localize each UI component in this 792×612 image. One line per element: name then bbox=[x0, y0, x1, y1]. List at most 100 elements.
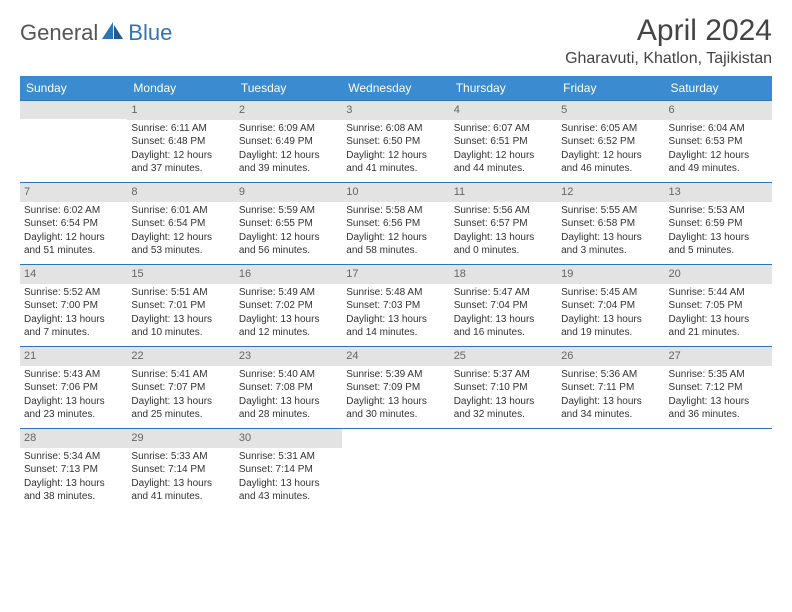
brand-part2: Blue bbox=[128, 20, 172, 46]
sunrise-text: Sunrise: 5:34 AM bbox=[24, 450, 123, 464]
weekday-header: Tuesday bbox=[235, 76, 342, 101]
daylight2-text: and 44 minutes. bbox=[454, 162, 553, 176]
day-number-band: 3 bbox=[342, 101, 449, 120]
daylight1-text: Daylight: 12 hours bbox=[24, 231, 123, 245]
day-cell: 18Sunrise: 5:47 AMSunset: 7:04 PMDayligh… bbox=[450, 265, 557, 347]
sunrise-text: Sunrise: 5:52 AM bbox=[24, 286, 123, 300]
daylight2-text: and 16 minutes. bbox=[454, 326, 553, 340]
day-cell: 20Sunrise: 5:44 AMSunset: 7:05 PMDayligh… bbox=[665, 265, 772, 347]
page-header: General Blue April 2024 Gharavuti, Khatl… bbox=[20, 14, 772, 68]
day-number-band: 13 bbox=[665, 183, 772, 202]
day-number: 16 bbox=[239, 268, 251, 280]
day-number: 13 bbox=[669, 186, 681, 198]
sunrise-text: Sunrise: 5:37 AM bbox=[454, 368, 553, 382]
sunrise-text: Sunrise: 5:48 AM bbox=[346, 286, 445, 300]
daylight1-text: Daylight: 13 hours bbox=[131, 313, 230, 327]
day-number: 23 bbox=[239, 350, 251, 362]
day-number: 11 bbox=[454, 186, 465, 198]
day-cell: 3Sunrise: 6:08 AMSunset: 6:50 PMDaylight… bbox=[342, 101, 449, 183]
sunrise-text: Sunrise: 5:58 AM bbox=[346, 204, 445, 218]
day-cell bbox=[450, 429, 557, 511]
daylight2-text: and 30 minutes. bbox=[346, 408, 445, 422]
day-number: 2 bbox=[239, 104, 245, 116]
sunrise-text: Sunrise: 5:33 AM bbox=[131, 450, 230, 464]
daylight2-text: and 58 minutes. bbox=[346, 244, 445, 258]
daylight1-text: Daylight: 13 hours bbox=[239, 477, 338, 491]
daylight2-text: and 25 minutes. bbox=[131, 408, 230, 422]
sunset-text: Sunset: 7:09 PM bbox=[346, 381, 445, 395]
sunrise-text: Sunrise: 6:09 AM bbox=[239, 122, 338, 136]
sunrise-text: Sunrise: 5:53 AM bbox=[669, 204, 768, 218]
day-number-band: 28 bbox=[20, 429, 127, 448]
day-cell bbox=[557, 429, 664, 511]
day-cell: 25Sunrise: 5:37 AMSunset: 7:10 PMDayligh… bbox=[450, 347, 557, 429]
day-number: 26 bbox=[561, 350, 573, 362]
sunset-text: Sunset: 7:11 PM bbox=[561, 381, 660, 395]
day-number: 21 bbox=[24, 350, 36, 362]
day-number-band: 16 bbox=[235, 265, 342, 284]
day-number-band: 19 bbox=[557, 265, 664, 284]
day-number: 6 bbox=[669, 104, 675, 116]
day-number: 29 bbox=[131, 432, 143, 444]
daylight1-text: Daylight: 12 hours bbox=[239, 231, 338, 245]
sunrise-text: Sunrise: 5:55 AM bbox=[561, 204, 660, 218]
daylight2-text: and 37 minutes. bbox=[131, 162, 230, 176]
sunrise-text: Sunrise: 6:07 AM bbox=[454, 122, 553, 136]
weekday-header: Sunday bbox=[20, 76, 127, 101]
sail-icon bbox=[102, 20, 124, 46]
day-number-band: 18 bbox=[450, 265, 557, 284]
day-number-band: 10 bbox=[342, 183, 449, 202]
sunrise-text: Sunrise: 5:41 AM bbox=[131, 368, 230, 382]
sunrise-text: Sunrise: 5:40 AM bbox=[239, 368, 338, 382]
day-number-band: 8 bbox=[127, 183, 234, 202]
sunrise-text: Sunrise: 5:43 AM bbox=[24, 368, 123, 382]
day-number: 28 bbox=[24, 432, 36, 444]
daylight2-text: and 56 minutes. bbox=[239, 244, 338, 258]
weekday-header: Friday bbox=[557, 76, 664, 101]
daylight1-text: Daylight: 12 hours bbox=[346, 231, 445, 245]
daylight2-text: and 39 minutes. bbox=[239, 162, 338, 176]
daylight2-text: and 51 minutes. bbox=[24, 244, 123, 258]
day-number-band: 9 bbox=[235, 183, 342, 202]
day-cell bbox=[665, 429, 772, 511]
sunset-text: Sunset: 7:06 PM bbox=[24, 381, 123, 395]
daylight1-text: Daylight: 12 hours bbox=[346, 149, 445, 163]
day-number: 30 bbox=[239, 432, 251, 444]
sunset-text: Sunset: 7:07 PM bbox=[131, 381, 230, 395]
day-number-band bbox=[20, 101, 127, 119]
daylight2-text: and 7 minutes. bbox=[24, 326, 123, 340]
daylight1-text: Daylight: 12 hours bbox=[561, 149, 660, 163]
sunset-text: Sunset: 7:08 PM bbox=[239, 381, 338, 395]
daylight2-text: and 34 minutes. bbox=[561, 408, 660, 422]
brand-part1: General bbox=[20, 20, 98, 46]
sunrise-text: Sunrise: 5:56 AM bbox=[454, 204, 553, 218]
sunset-text: Sunset: 6:55 PM bbox=[239, 217, 338, 231]
sunrise-text: Sunrise: 5:35 AM bbox=[669, 368, 768, 382]
daylight2-text: and 0 minutes. bbox=[454, 244, 553, 258]
daylight1-text: Daylight: 13 hours bbox=[454, 313, 553, 327]
day-number-band: 29 bbox=[127, 429, 234, 448]
daylight1-text: Daylight: 13 hours bbox=[669, 395, 768, 409]
daylight2-text: and 53 minutes. bbox=[131, 244, 230, 258]
day-number-band: 2 bbox=[235, 101, 342, 120]
calendar-table: SundayMondayTuesdayWednesdayThursdayFrid… bbox=[20, 76, 772, 511]
day-number: 24 bbox=[346, 350, 358, 362]
day-number-band: 11 bbox=[450, 183, 557, 202]
day-number: 27 bbox=[669, 350, 681, 362]
sunset-text: Sunset: 7:14 PM bbox=[131, 463, 230, 477]
day-number-band: 30 bbox=[235, 429, 342, 448]
day-number: 15 bbox=[131, 268, 143, 280]
sunset-text: Sunset: 7:10 PM bbox=[454, 381, 553, 395]
sunset-text: Sunset: 6:53 PM bbox=[669, 135, 768, 149]
daylight2-text: and 5 minutes. bbox=[669, 244, 768, 258]
day-number-band: 20 bbox=[665, 265, 772, 284]
week-row: 14Sunrise: 5:52 AMSunset: 7:00 PMDayligh… bbox=[20, 265, 772, 347]
day-number-band: 7 bbox=[20, 183, 127, 202]
day-number-band: 25 bbox=[450, 347, 557, 366]
weekday-header: Monday bbox=[127, 76, 234, 101]
day-number-band: 14 bbox=[20, 265, 127, 284]
day-cell: 6Sunrise: 6:04 AMSunset: 6:53 PMDaylight… bbox=[665, 101, 772, 183]
daylight1-text: Daylight: 13 hours bbox=[561, 395, 660, 409]
sunset-text: Sunset: 7:12 PM bbox=[669, 381, 768, 395]
day-number-band: 6 bbox=[665, 101, 772, 120]
